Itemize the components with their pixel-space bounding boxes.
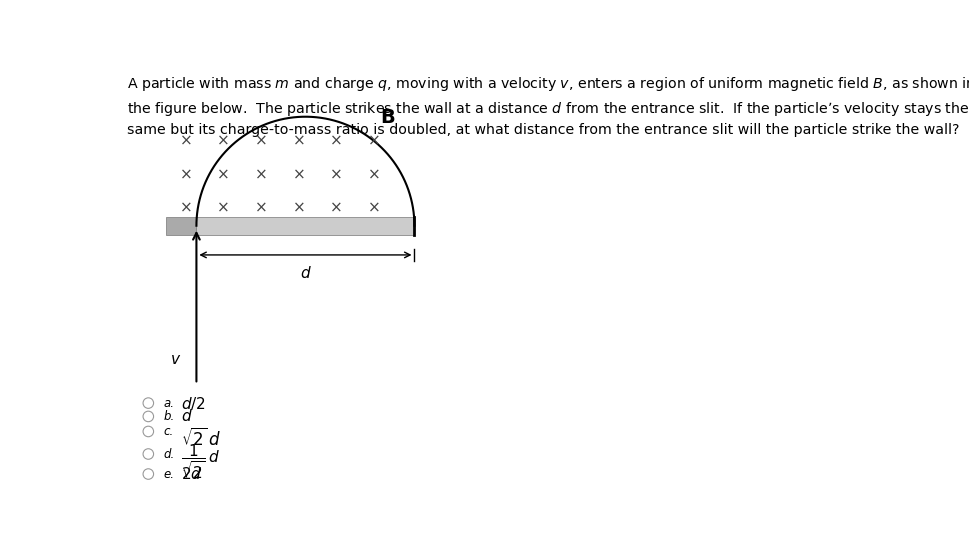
Text: $\times$: $\times$ [366, 166, 379, 181]
Text: A particle with mass $m$ and charge $q$, moving with a velocity $v$, enters a re: A particle with mass $m$ and charge $q$,… [127, 75, 969, 138]
Text: $\times$: $\times$ [292, 133, 304, 147]
Text: $\times$: $\times$ [328, 133, 341, 147]
Text: $d$: $d$ [299, 266, 311, 281]
Text: $\times$: $\times$ [254, 133, 266, 147]
Text: $\times$: $\times$ [178, 199, 191, 215]
Text: $\times$: $\times$ [178, 166, 191, 181]
Text: $\times$: $\times$ [216, 166, 229, 181]
Text: $\times$: $\times$ [292, 199, 304, 215]
Bar [196, 217, 414, 235]
Text: $\times$: $\times$ [366, 199, 379, 215]
Text: d.: d. [163, 448, 174, 461]
Bar [166, 217, 196, 235]
Text: $\times$: $\times$ [216, 199, 229, 215]
Text: $2d$: $2d$ [181, 466, 203, 482]
Text: $\times$: $\times$ [366, 133, 379, 147]
Text: $v$: $v$ [170, 352, 181, 367]
Text: b.: b. [163, 410, 174, 423]
Text: $d/2$: $d/2$ [181, 395, 205, 411]
Text: $\times$: $\times$ [254, 199, 266, 215]
Text: $\times$: $\times$ [328, 166, 341, 181]
Text: a.: a. [163, 397, 174, 410]
Text: $\times$: $\times$ [216, 133, 229, 147]
Text: $d$: $d$ [181, 409, 193, 424]
Text: $\mathbf{B}$: $\mathbf{B}$ [380, 108, 395, 127]
Text: $\sqrt{2}\,d$: $\sqrt{2}\,d$ [181, 428, 221, 450]
Text: $\times$: $\times$ [292, 166, 304, 181]
Text: e.: e. [163, 468, 174, 481]
Text: $\times$: $\times$ [178, 133, 191, 147]
Text: $\dfrac{1}{\sqrt{2}}\,d$: $\dfrac{1}{\sqrt{2}}\,d$ [181, 442, 220, 481]
Text: $\times$: $\times$ [254, 166, 266, 181]
Text: $\times$: $\times$ [328, 199, 341, 215]
Text: c.: c. [163, 425, 173, 438]
